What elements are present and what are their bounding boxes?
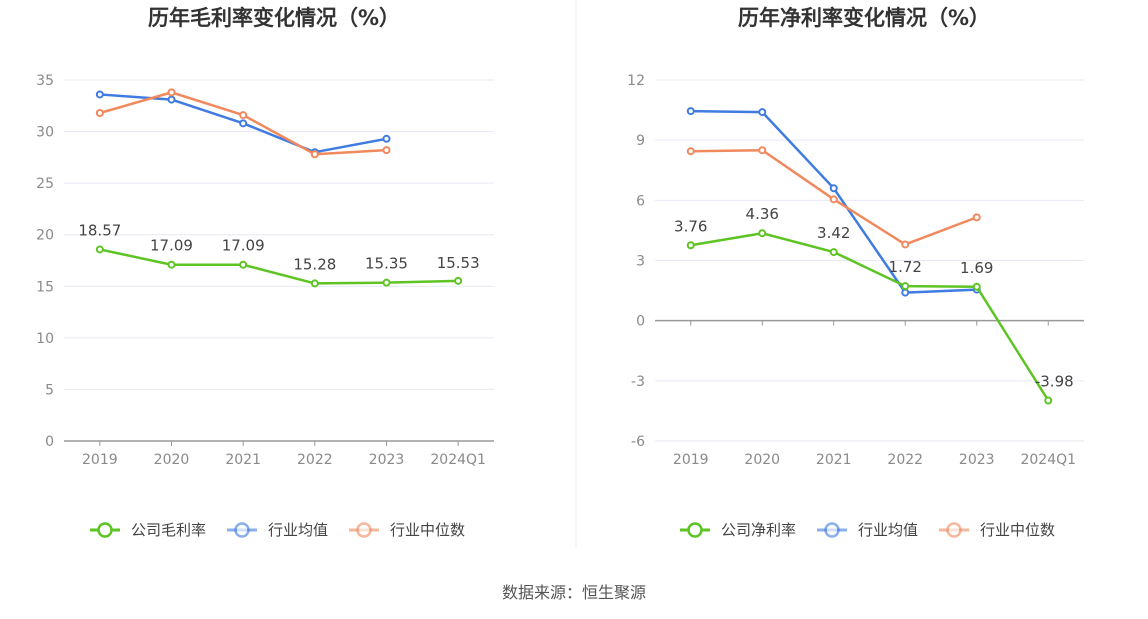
data-point-company <box>382 278 391 287</box>
x-tick-label: 2024Q1 <box>1020 452 1076 468</box>
data-label: 1.72 <box>889 258 922 276</box>
data-point-median <box>972 213 981 222</box>
legend-swatch-marker-avg[interactable] <box>234 522 250 538</box>
data-label: 17.09 <box>222 237 265 255</box>
y-tick-label: -6 <box>631 434 645 450</box>
data-point-avg <box>758 108 767 117</box>
data-point-company <box>95 245 104 254</box>
data-point-avg <box>382 134 391 143</box>
data-point-median <box>310 150 319 159</box>
legend-item-company[interactable]: 公司净利率 <box>721 521 796 539</box>
data-point-company <box>972 282 981 291</box>
y-tick-label: 30 <box>36 125 54 141</box>
data-point-median <box>95 109 104 118</box>
y-tick-label: 25 <box>36 176 54 192</box>
data-label: 4.36 <box>746 205 779 223</box>
data-point-avg <box>686 107 695 116</box>
legend-item-avg[interactable]: 行业均值 <box>858 521 918 539</box>
data-point-company <box>454 276 463 285</box>
data-point-median <box>901 240 910 249</box>
y-tick-label: 0 <box>636 314 645 330</box>
chart-title-2: 历年净利率变化情况（%） <box>738 6 990 30</box>
data-point-company <box>310 279 319 288</box>
y-tick-label: 12 <box>627 73 645 89</box>
data-point-company <box>167 260 176 269</box>
y-tick-label: 6 <box>636 193 645 209</box>
y-tick-label: -3 <box>631 374 645 390</box>
x-tick-label: 2022 <box>887 452 923 468</box>
legend-swatch-marker-median[interactable] <box>356 522 372 538</box>
data-point-avg <box>95 90 104 99</box>
data-point-company <box>829 248 838 257</box>
y-tick-label: 35 <box>36 73 54 89</box>
data-label: 15.35 <box>365 255 408 273</box>
data-point-company <box>239 260 248 269</box>
x-tick-label: 2021 <box>816 452 852 468</box>
legend-item-avg[interactable]: 行业均值 <box>268 521 328 539</box>
series-line-company <box>99 248 459 285</box>
data-point-median <box>239 111 248 120</box>
x-tick-label: 2019 <box>673 452 709 468</box>
y-tick-label: 3 <box>636 254 645 270</box>
data-point-avg <box>901 288 910 297</box>
data-point-median <box>686 147 695 156</box>
data-point-avg <box>167 95 176 104</box>
chart-title-1: 历年毛利率变化情况（%） <box>148 6 400 30</box>
legend-swatch-marker-company[interactable] <box>687 522 703 538</box>
data-point-company <box>901 282 910 291</box>
data-point-company <box>1044 396 1053 405</box>
x-tick-label: 2023 <box>959 452 995 468</box>
data-label: 17.09 <box>150 237 193 255</box>
y-tick-label: 20 <box>36 228 54 244</box>
data-point-median <box>167 88 176 97</box>
y-tick-label: 0 <box>45 434 54 450</box>
data-point-avg <box>239 119 248 128</box>
y-tick-label: 9 <box>636 133 645 149</box>
legend-item-median[interactable]: 行业中位数 <box>980 521 1055 539</box>
x-tick-label: 2020 <box>154 452 190 468</box>
x-tick-label: 2019 <box>82 452 118 468</box>
data-point-median <box>829 195 838 204</box>
x-tick-label: 2021 <box>225 452 261 468</box>
legend-swatch-marker-median[interactable] <box>946 522 962 538</box>
data-label: 1.69 <box>960 259 993 277</box>
x-tick-label: 2022 <box>297 452 333 468</box>
data-label: 18.57 <box>78 221 121 239</box>
data-label: 15.53 <box>437 254 480 272</box>
data-point-company <box>758 229 767 238</box>
y-tick-label: 5 <box>45 382 54 398</box>
data-point-median <box>758 146 767 155</box>
data-point-avg <box>829 184 838 193</box>
data-label: 15.28 <box>293 255 336 273</box>
legend-swatch-marker-avg[interactable] <box>824 522 840 538</box>
legend-swatch-marker-company[interactable] <box>97 522 113 538</box>
data-point-median <box>382 146 391 155</box>
source-note: 数据来源：恒生聚源 <box>502 583 646 602</box>
legend-item-company[interactable]: 公司毛利率 <box>131 521 206 539</box>
legend-item-median[interactable]: 行业中位数 <box>390 521 465 539</box>
data-label: 3.42 <box>817 224 850 242</box>
data-label: -3.98 <box>1035 372 1074 390</box>
x-tick-label: 2024Q1 <box>430 452 486 468</box>
x-tick-label: 2020 <box>744 452 780 468</box>
y-tick-label: 10 <box>36 331 54 347</box>
data-point-company <box>686 241 695 250</box>
series-line-company <box>690 231 1050 402</box>
x-tick-label: 2023 <box>369 452 405 468</box>
data-label: 3.76 <box>674 217 707 235</box>
y-tick-label: 15 <box>36 279 54 295</box>
